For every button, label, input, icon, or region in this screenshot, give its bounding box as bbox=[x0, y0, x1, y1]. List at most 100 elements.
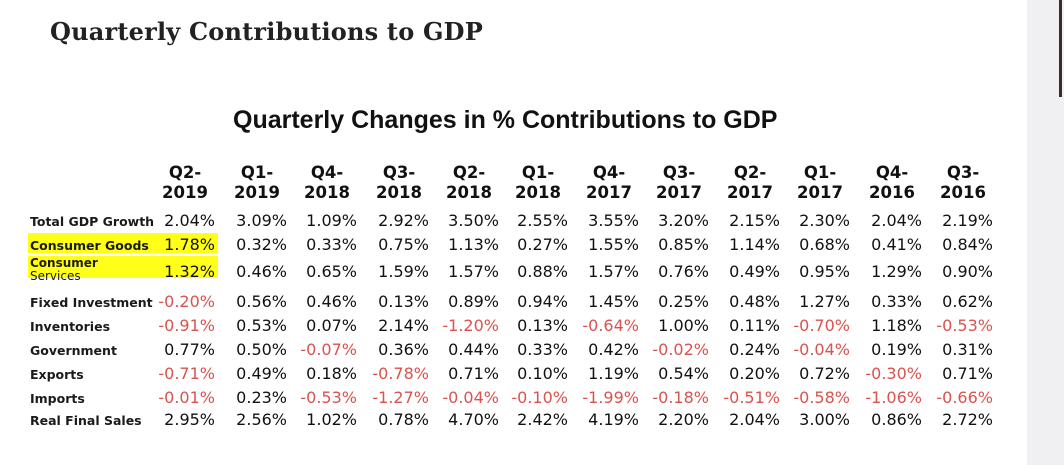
row-highlight bbox=[28, 256, 218, 278]
table-cell: 1.02% bbox=[306, 410, 357, 429]
table-cell: 2.19% bbox=[942, 211, 993, 230]
table-cell: 2.14% bbox=[378, 316, 429, 335]
table-cell: 0.25% bbox=[658, 292, 709, 311]
quarter-label: Q4- bbox=[310, 163, 344, 182]
table-cell: 2.04% bbox=[164, 211, 215, 230]
table-cell: 0.62% bbox=[942, 292, 993, 311]
table-cell: 0.48% bbox=[729, 292, 780, 311]
quarter-year: 2017 bbox=[586, 183, 632, 202]
table-cell: 2.04% bbox=[729, 410, 780, 429]
quarter-year: 2016 bbox=[869, 183, 915, 202]
table-cell: -0.70% bbox=[793, 316, 850, 335]
table-cell: 0.33% bbox=[306, 235, 357, 254]
quarter-header: Q3- 2017 bbox=[649, 163, 709, 203]
table-cell: 3.55% bbox=[588, 211, 639, 230]
table-cell: -0.58% bbox=[793, 388, 850, 407]
table-cell: 0.41% bbox=[871, 235, 922, 254]
row-label: Exports bbox=[30, 367, 84, 382]
table-cell: 2.56% bbox=[236, 410, 287, 429]
row-label: Consumer Services bbox=[30, 257, 98, 283]
table-cell: 2.95% bbox=[164, 410, 215, 429]
quarter-header: Q1- 2018 bbox=[508, 163, 568, 203]
quarter-header: Q3- 2016 bbox=[933, 163, 993, 203]
quarter-label: Q4- bbox=[875, 163, 909, 182]
quarter-header: Q4- 2017 bbox=[579, 163, 639, 203]
quarter-year: 2019 bbox=[162, 183, 208, 202]
quarter-label: Q4- bbox=[592, 163, 626, 182]
quarter-header: Q2- 2017 bbox=[720, 163, 780, 203]
table-cell: 0.50% bbox=[236, 340, 287, 359]
row-label: Total GDP Growth bbox=[30, 214, 155, 229]
table-cell: 0.46% bbox=[236, 262, 287, 281]
row-label: Real Final Sales bbox=[30, 413, 142, 428]
table-cell: -1.27% bbox=[372, 388, 429, 407]
table-cell: -0.02% bbox=[652, 340, 709, 359]
table-cell: 4.70% bbox=[448, 410, 499, 429]
table-cell: 0.33% bbox=[517, 340, 568, 359]
table-cell: -0.66% bbox=[936, 388, 993, 407]
table-cell: 1.57% bbox=[588, 262, 639, 281]
table-cell: 1.13% bbox=[448, 235, 499, 254]
table-cell: -0.91% bbox=[158, 316, 215, 335]
table-cell: 0.65% bbox=[306, 262, 357, 281]
row-highlight bbox=[28, 233, 218, 253]
quarter-year: 2017 bbox=[656, 183, 702, 202]
quarter-label: Q3- bbox=[662, 163, 696, 182]
quarter-label: Q3- bbox=[946, 163, 980, 182]
table-cell: 0.44% bbox=[448, 340, 499, 359]
right-panel bbox=[1027, 0, 1064, 465]
table-cell: -0.53% bbox=[300, 388, 357, 407]
table-cell: 3.20% bbox=[658, 211, 709, 230]
table-cell: -0.30% bbox=[865, 364, 922, 383]
table-cell: 0.20% bbox=[729, 364, 780, 383]
table-cell: 2.42% bbox=[517, 410, 568, 429]
table-cell: 0.56% bbox=[236, 292, 287, 311]
quarter-label: Q1- bbox=[240, 163, 274, 182]
quarter-year: 2018 bbox=[515, 183, 561, 202]
table-cell: -0.04% bbox=[793, 340, 850, 359]
table-cell: 0.27% bbox=[517, 235, 568, 254]
table-cell: -0.18% bbox=[652, 388, 709, 407]
quarter-year: 2018 bbox=[304, 183, 350, 202]
table-cell: 0.23% bbox=[236, 388, 287, 407]
table-cell: 0.07% bbox=[306, 316, 357, 335]
row-label-line: Services bbox=[30, 269, 81, 283]
table-cell: 0.49% bbox=[236, 364, 287, 383]
table-cell: 0.53% bbox=[236, 316, 287, 335]
quarter-label: Q1- bbox=[521, 163, 555, 182]
table-cell: 2.72% bbox=[942, 410, 993, 429]
table-cell: 0.71% bbox=[942, 364, 993, 383]
table-cell: -0.64% bbox=[582, 316, 639, 335]
table-cell: 2.04% bbox=[871, 211, 922, 230]
table-cell: 1.27% bbox=[799, 292, 850, 311]
quarter-header: Q1- 2019 bbox=[227, 163, 287, 203]
table-cell: 0.88% bbox=[517, 262, 568, 281]
table-cell: 1.29% bbox=[871, 262, 922, 281]
table-cell: 2.55% bbox=[517, 211, 568, 230]
table-cell: -1.06% bbox=[865, 388, 922, 407]
table-cell: -0.20% bbox=[158, 292, 215, 311]
table-cell: -0.07% bbox=[300, 340, 357, 359]
table-cell: 2.15% bbox=[729, 211, 780, 230]
table-cell: 0.94% bbox=[517, 292, 568, 311]
table-cell: 0.36% bbox=[378, 340, 429, 359]
table-cell: 1.19% bbox=[588, 364, 639, 383]
table-cell: 1.55% bbox=[588, 235, 639, 254]
table-cell: 0.77% bbox=[164, 340, 215, 359]
quarter-year: 2017 bbox=[727, 183, 773, 202]
quarter-year: 2017 bbox=[797, 183, 843, 202]
quarter-header: Q3- 2018 bbox=[369, 163, 429, 203]
table-cell: 1.57% bbox=[448, 262, 499, 281]
table-cell: -1.99% bbox=[582, 388, 639, 407]
table-cell: -0.71% bbox=[158, 364, 215, 383]
table-cell: 1.45% bbox=[588, 292, 639, 311]
table-cell: 0.90% bbox=[942, 262, 993, 281]
row-label: Imports bbox=[30, 391, 85, 406]
table-cell: 1.14% bbox=[729, 235, 780, 254]
table-cell: 0.95% bbox=[799, 262, 850, 281]
table-cell: 2.30% bbox=[799, 211, 850, 230]
quarter-header: Q1- 2017 bbox=[790, 163, 850, 203]
row-label: Consumer Goods bbox=[30, 238, 149, 253]
table-cell: 0.84% bbox=[942, 235, 993, 254]
quarter-label: Q1- bbox=[803, 163, 837, 182]
